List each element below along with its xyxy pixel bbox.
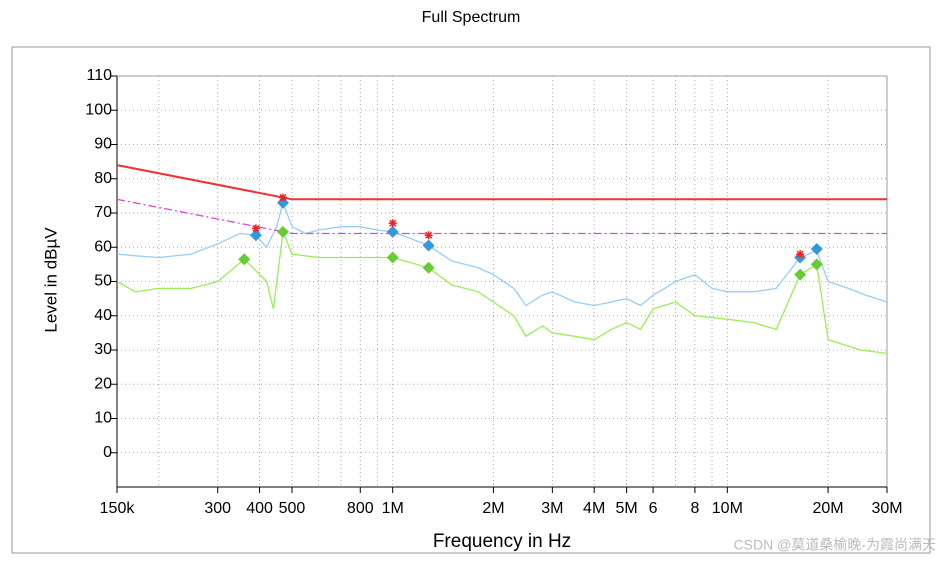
y-tick-label: 100 (85, 101, 112, 118)
marker (276, 225, 289, 238)
trace (116, 200, 888, 307)
trace (116, 229, 888, 355)
x-tick-label: 10M (712, 500, 743, 517)
x-tick-label: 20M (813, 500, 844, 517)
x-axis-label: Frequency in Hz (433, 531, 571, 552)
marker (249, 229, 262, 242)
marker (424, 231, 433, 240)
y-tick-label: 90 (94, 136, 112, 153)
x-tick-label: 150k (100, 500, 136, 517)
chart-title: Full Spectrum (422, 9, 521, 26)
marker (422, 239, 435, 252)
x-tick-label: 1M (382, 500, 404, 517)
watermark: CSDN @莫道桑榆晚-为霞尚满天 (734, 537, 936, 553)
marker (388, 219, 397, 228)
y-tick-label: 0 (103, 444, 112, 461)
trace (116, 164, 887, 201)
x-tick-label: 6 (649, 500, 658, 517)
y-axis-label: Level in dBµV (41, 227, 60, 333)
x-tick-label: 30M (871, 500, 902, 517)
y-tick-label: 10 (94, 410, 112, 427)
marker (278, 193, 287, 202)
marker (810, 242, 823, 255)
x-tick-label: 3M (541, 500, 563, 517)
x-tick-label: 4M (583, 500, 605, 517)
x-tick-label: 8 (690, 500, 699, 517)
x-tick-label: 5M (615, 500, 637, 517)
x-tick-label: 800 (347, 500, 374, 517)
trace (116, 198, 887, 235)
y-tick-label: 80 (94, 170, 112, 187)
y-tick-label: 20 (94, 375, 112, 392)
marker (422, 261, 435, 274)
marker (810, 258, 823, 271)
x-tick-label: 2M (482, 500, 504, 517)
x-tick-label: 400 (246, 500, 273, 517)
x-tick-label: 500 (279, 500, 306, 517)
marker (238, 253, 251, 266)
y-tick-label: 70 (94, 204, 112, 221)
y-tick-label: 110 (86, 67, 112, 84)
marker (794, 268, 807, 281)
marker (386, 225, 399, 238)
y-tick-label: 60 (94, 238, 112, 255)
y-tick-label: 30 (94, 341, 112, 358)
marker (796, 250, 805, 259)
x-tick-label: 300 (204, 500, 231, 517)
y-tick-label: 40 (94, 307, 112, 324)
marker (251, 224, 260, 233)
y-tick-label: 50 (94, 273, 112, 290)
marker (386, 251, 399, 264)
